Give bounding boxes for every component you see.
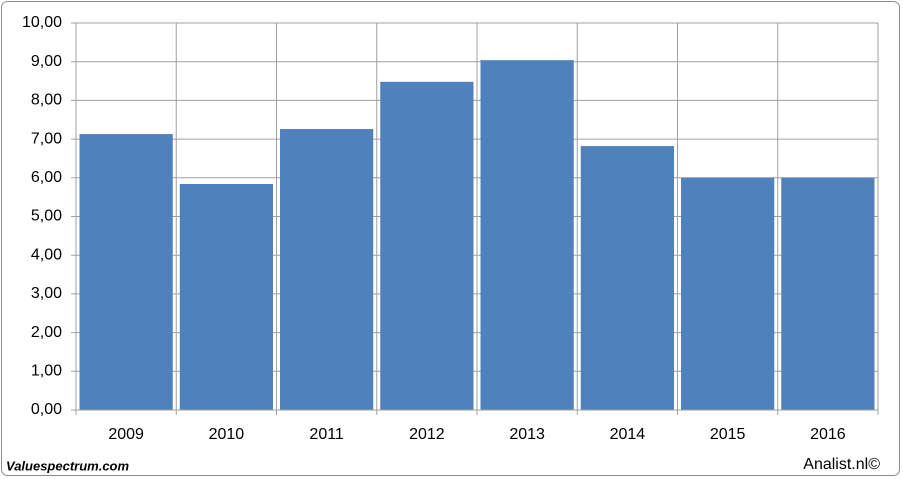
y-tick-label: 3,00 xyxy=(31,285,62,302)
y-tick-label: 6,00 xyxy=(31,169,62,186)
y-tick-label: 5,00 xyxy=(31,208,62,225)
x-tick-label: 2009 xyxy=(108,426,144,443)
y-tick-label: 0,00 xyxy=(31,401,62,418)
source-right: Analist.nl© xyxy=(803,456,880,473)
bar xyxy=(480,60,574,410)
y-tick-label: 1,00 xyxy=(31,363,62,380)
y-tick-label: 8,00 xyxy=(31,92,62,109)
x-tick-label: 2010 xyxy=(209,426,245,443)
x-tick-label: 2013 xyxy=(509,426,545,443)
bar xyxy=(781,177,875,410)
x-tick-label: 2015 xyxy=(710,426,746,443)
source-left: Valuespectrum.com xyxy=(6,458,130,473)
x-tick-label: 2011 xyxy=(309,426,344,443)
x-tick-label: 2014 xyxy=(610,426,646,443)
y-tick-label: 10,00 xyxy=(22,14,62,31)
bar xyxy=(179,183,273,410)
x-tick-label: 2012 xyxy=(409,426,445,443)
bar xyxy=(681,177,775,410)
bar xyxy=(380,81,474,410)
bar xyxy=(280,129,374,410)
y-tick-label: 7,00 xyxy=(31,130,62,147)
y-tick-label: 2,00 xyxy=(31,324,62,341)
bar xyxy=(79,134,173,410)
x-tick-label: 2016 xyxy=(810,426,846,443)
y-tick-label: 9,00 xyxy=(31,53,62,70)
y-tick-label: 4,00 xyxy=(31,246,62,263)
bar xyxy=(580,146,674,411)
